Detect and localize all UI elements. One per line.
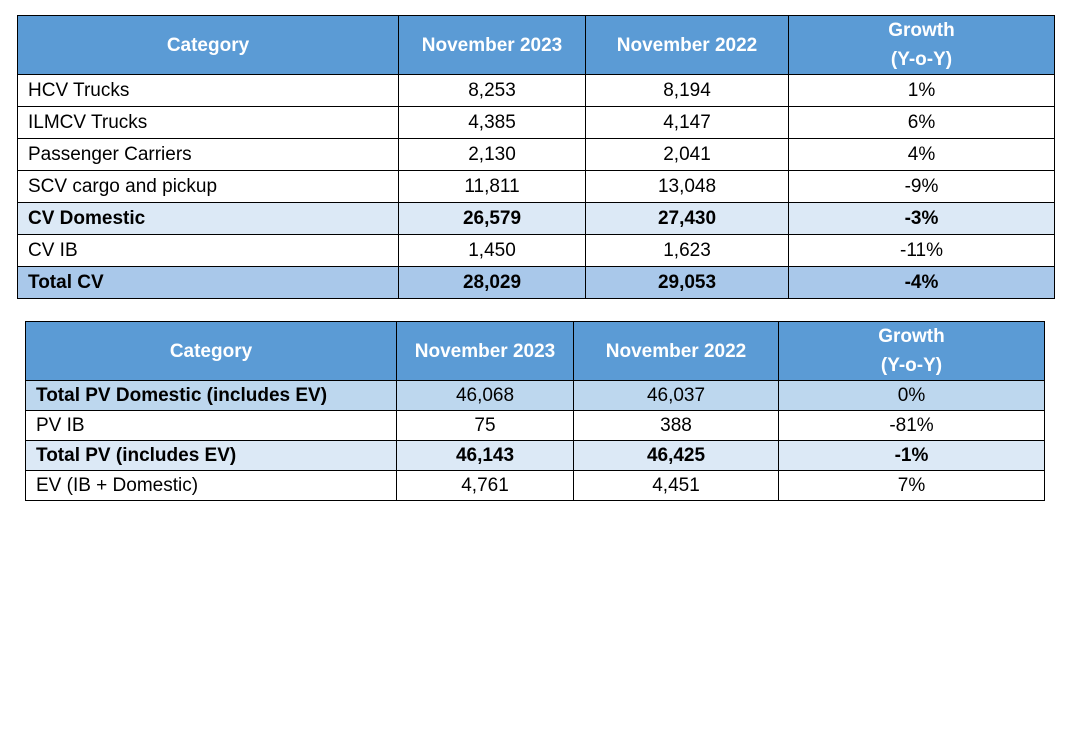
row-nov-2022: 13,048 <box>585 170 789 203</box>
row-category: SCV cargo and pickup <box>17 170 399 203</box>
row-category: ILMCV Trucks <box>17 106 399 139</box>
row-growth: -81% <box>778 410 1045 441</box>
header-growth-label: Growth <box>888 20 955 41</box>
row-nov-2023: 8,253 <box>398 74 586 107</box>
header-growth: Growth (Y-o-Y) <box>778 321 1045 381</box>
table-row: CV IB 1,450 1,623 -11% <box>17 234 1055 267</box>
row-nov-2022: 2,041 <box>585 138 789 171</box>
row-category: PV IB <box>25 410 397 441</box>
row-nov-2023: 46,143 <box>396 440 574 471</box>
row-nov-2023: 2,130 <box>398 138 586 171</box>
header-november-2023: November 2023 <box>396 321 574 381</box>
header-category: Category <box>17 15 399 75</box>
header-november-2022: November 2022 <box>585 15 789 75</box>
row-nov-2022: 29,053 <box>585 266 789 299</box>
row-growth: -4% <box>788 266 1055 299</box>
row-nov-2023: 28,029 <box>398 266 586 299</box>
header-growth-label: Growth <box>878 326 945 347</box>
row-nov-2023: 11,811 <box>398 170 586 203</box>
row-growth: -9% <box>788 170 1055 203</box>
row-nov-2022: 46,037 <box>573 380 779 411</box>
pv-sales-table: Category November 2023 November 2022 Gro… <box>25 321 1045 501</box>
table-row: ILMCV Trucks 4,385 4,147 6% <box>17 106 1055 139</box>
table-row-total: Total CV 28,029 29,053 -4% <box>17 266 1055 299</box>
row-nov-2023: 75 <box>396 410 574 441</box>
header-growth: Growth (Y-o-Y) <box>788 15 1055 75</box>
table-row: Passenger Carriers 2,130 2,041 4% <box>17 138 1055 171</box>
row-category: Passenger Carriers <box>17 138 399 171</box>
row-growth: 7% <box>778 470 1045 501</box>
row-nov-2023: 1,450 <box>398 234 586 267</box>
row-nov-2022: 27,430 <box>585 202 789 235</box>
table-header-row: Category November 2023 November 2022 Gro… <box>25 321 1045 381</box>
cv-sales-table: Category November 2023 November 2022 Gro… <box>17 15 1055 299</box>
row-nov-2022: 46,425 <box>573 440 779 471</box>
row-nov-2022: 388 <box>573 410 779 441</box>
table-row-subtotal: Total PV Domestic (includes EV) 46,068 4… <box>25 380 1045 411</box>
table-header-row: Category November 2023 November 2022 Gro… <box>17 15 1055 75</box>
row-nov-2022: 1,623 <box>585 234 789 267</box>
row-growth: -11% <box>788 234 1055 267</box>
table-row: HCV Trucks 8,253 8,194 1% <box>17 74 1055 107</box>
table-row-total: Total PV (includes EV) 46,143 46,425 -1% <box>25 440 1045 471</box>
row-nov-2022: 8,194 <box>585 74 789 107</box>
row-nov-2023: 4,385 <box>398 106 586 139</box>
row-growth: 4% <box>788 138 1055 171</box>
row-growth: 1% <box>788 74 1055 107</box>
header-november-2022: November 2022 <box>573 321 779 381</box>
header-category: Category <box>25 321 397 381</box>
row-growth: 0% <box>778 380 1045 411</box>
row-nov-2023: 46,068 <box>396 380 574 411</box>
row-category: Total PV Domestic (includes EV) <box>25 380 397 411</box>
row-category: CV IB <box>17 234 399 267</box>
row-category: Total PV (includes EV) <box>25 440 397 471</box>
row-nov-2022: 4,147 <box>585 106 789 139</box>
row-nov-2023: 4,761 <box>396 470 574 501</box>
table-row-subtotal: CV Domestic 26,579 27,430 -3% <box>17 202 1055 235</box>
row-category: EV (IB + Domestic) <box>25 470 397 501</box>
header-november-2023: November 2023 <box>398 15 586 75</box>
header-growth-yoy: (Y-o-Y) <box>880 355 943 376</box>
row-growth: 6% <box>788 106 1055 139</box>
row-category: CV Domestic <box>17 202 399 235</box>
row-category: Total CV <box>17 266 399 299</box>
row-growth: -3% <box>788 202 1055 235</box>
table-row: PV IB 75 388 -81% <box>25 410 1045 441</box>
table-row: EV (IB + Domestic) 4,761 4,451 7% <box>25 470 1045 501</box>
table-row: SCV cargo and pickup 11,811 13,048 -9% <box>17 170 1055 203</box>
row-category: HCV Trucks <box>17 74 399 107</box>
row-nov-2023: 26,579 <box>398 202 586 235</box>
row-growth: -1% <box>778 440 1045 471</box>
header-growth-yoy: (Y-o-Y) <box>890 49 953 70</box>
row-nov-2022: 4,451 <box>573 470 779 501</box>
